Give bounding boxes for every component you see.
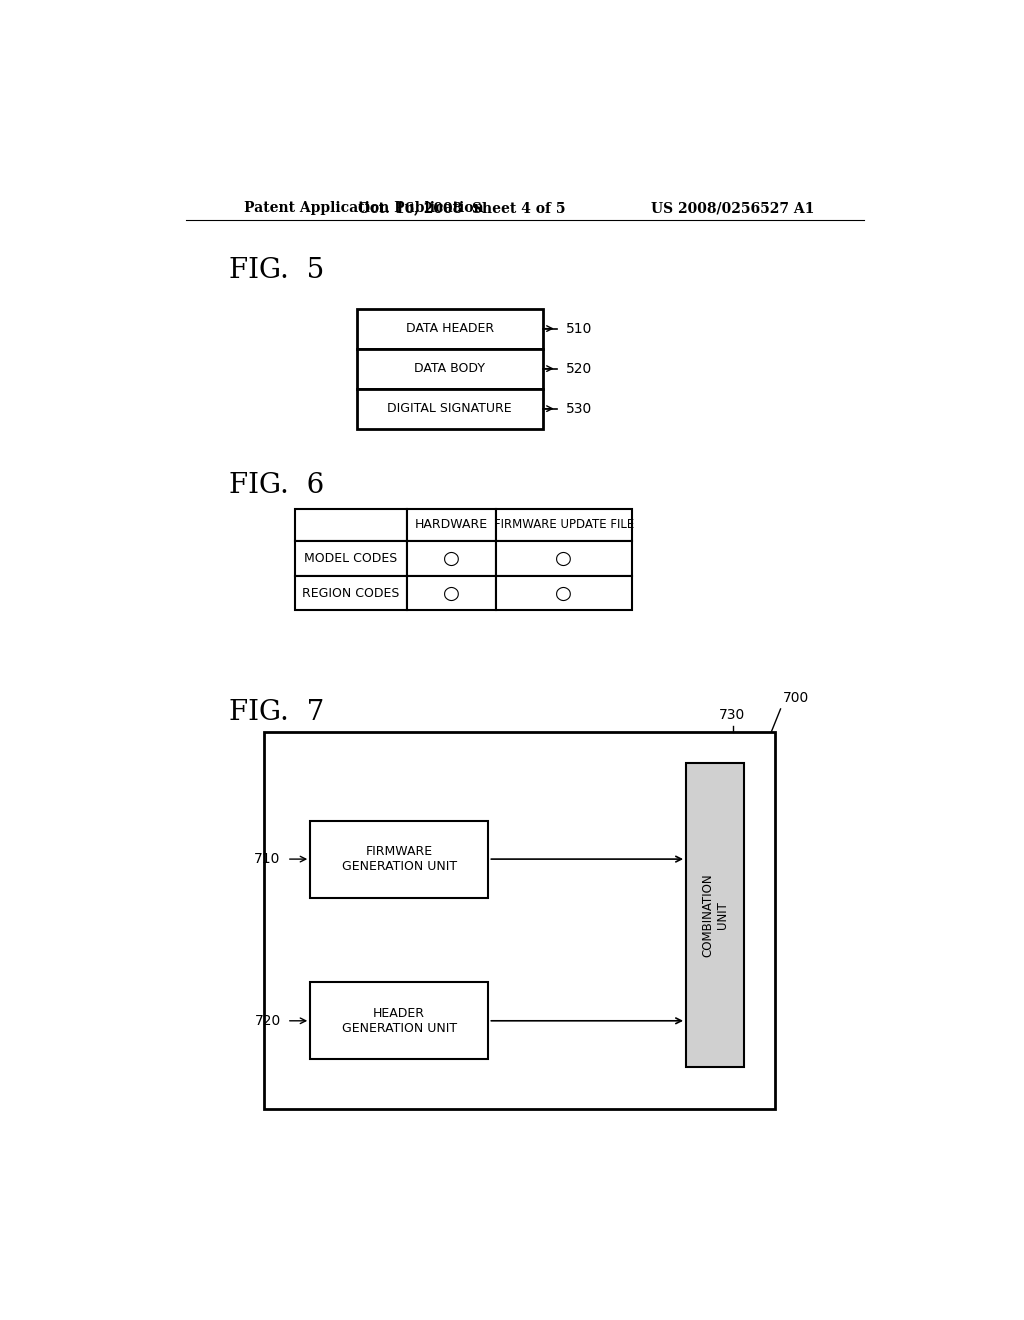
Bar	[407, 508, 496, 541]
Text: DATA HEADER: DATA HEADER	[406, 322, 494, 335]
Bar	[407, 576, 496, 610]
Text: COMBINATION
UNIT: COMBINATION UNIT	[701, 873, 729, 957]
Text: 520: 520	[566, 362, 592, 376]
Bar	[295, 576, 407, 610]
Bar	[310, 821, 488, 898]
Text: MODEL CODES: MODEL CODES	[304, 552, 397, 565]
Text: FIRMWARE UPDATE FILE: FIRMWARE UPDATE FILE	[494, 519, 634, 532]
Text: DATA BODY: DATA BODY	[414, 362, 485, 375]
Bar	[496, 576, 632, 610]
Text: ○: ○	[443, 549, 460, 568]
Text: US 2008/0256527 A1: US 2008/0256527 A1	[651, 202, 814, 215]
Bar	[496, 541, 632, 576]
Bar	[263, 733, 775, 1109]
Text: Oct. 16, 2008  Sheet 4 of 5: Oct. 16, 2008 Sheet 4 of 5	[357, 202, 565, 215]
Bar	[356, 388, 543, 429]
Text: HEADER
GENERATION UNIT: HEADER GENERATION UNIT	[342, 1007, 457, 1035]
Text: 700: 700	[783, 692, 809, 705]
Text: 710: 710	[254, 853, 281, 866]
Text: REGION CODES: REGION CODES	[302, 586, 399, 599]
Text: 720: 720	[254, 1014, 281, 1028]
Text: HARDWARE: HARDWARE	[415, 519, 488, 532]
Text: 730: 730	[720, 708, 745, 722]
Text: DIGITAL SIGNATURE: DIGITAL SIGNATURE	[387, 403, 512, 416]
Bar	[686, 763, 744, 1067]
Text: FIG.  6: FIG. 6	[228, 473, 324, 499]
Text: 510: 510	[566, 322, 592, 335]
Text: FIG.  7: FIG. 7	[228, 700, 325, 726]
Text: FIG.  5: FIG. 5	[228, 256, 324, 284]
Bar	[356, 309, 543, 348]
Text: ○: ○	[443, 583, 460, 602]
Bar	[356, 348, 543, 388]
Bar	[310, 982, 488, 1059]
Bar	[295, 508, 407, 541]
Bar	[295, 541, 407, 576]
Text: FIRMWARE
GENERATION UNIT: FIRMWARE GENERATION UNIT	[342, 845, 457, 873]
Bar	[407, 541, 496, 576]
Text: ○: ○	[555, 583, 572, 602]
Bar	[496, 508, 632, 541]
Text: ○: ○	[555, 549, 572, 568]
Text: 530: 530	[566, 401, 592, 416]
Text: Patent Application Publication: Patent Application Publication	[245, 202, 484, 215]
